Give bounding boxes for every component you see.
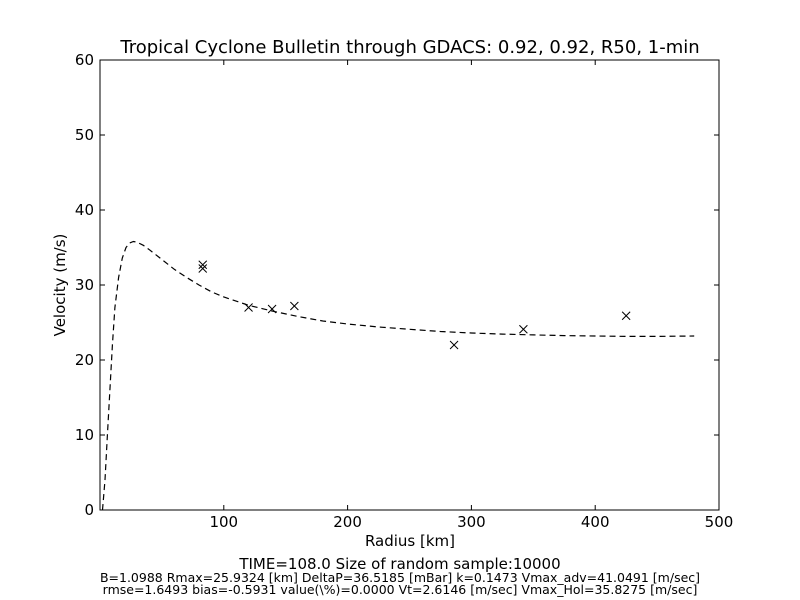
x-tick-label: 100 xyxy=(209,513,238,531)
x-axis: 100 200 300 400 500 xyxy=(209,60,733,531)
y-tick-label: 30 xyxy=(75,276,94,294)
y-axis-label: Velocity (m/s) xyxy=(51,234,69,337)
footer-time-sample: TIME=108.0 Size of random sample:10000 xyxy=(239,555,561,573)
y-tick-label: 40 xyxy=(75,201,94,219)
y-tick-label: 0 xyxy=(84,501,94,519)
fitted-profile-line xyxy=(101,240,695,511)
y-tick-label: 20 xyxy=(75,351,94,369)
observation-marker xyxy=(267,304,277,314)
observation-marker xyxy=(290,301,299,311)
plot-series xyxy=(101,240,695,511)
x-tick-label: 500 xyxy=(705,513,734,531)
x-tick-label: 300 xyxy=(457,513,486,531)
y-tick-label: 10 xyxy=(75,426,94,444)
observation-marker xyxy=(244,303,253,312)
x-tick-label: 400 xyxy=(581,513,610,531)
y-tick-label: 50 xyxy=(75,126,94,144)
x-tick-label: 200 xyxy=(333,513,362,531)
y-tick-label: 60 xyxy=(75,51,94,69)
x-axis-label: Radius [km] xyxy=(365,532,455,550)
observation-marker xyxy=(519,324,528,334)
observation-marker xyxy=(621,311,631,321)
chart-title: Tropical Cyclone Bulletin through GDACS:… xyxy=(119,37,699,58)
observation-marker xyxy=(198,264,208,273)
observation-marker xyxy=(449,340,459,350)
plot-frame xyxy=(99,59,720,511)
observation-marker xyxy=(198,260,208,270)
y-axis: 0 10 20 30 40 50 60 xyxy=(75,51,719,519)
footer-statistics: rmse=1.6493 bias=-0.5931 value(\%)=0.000… xyxy=(102,582,698,597)
footer-parameters: B=1.0988 Rmax=25.9324 [km] DeltaP=36.518… xyxy=(99,570,701,585)
